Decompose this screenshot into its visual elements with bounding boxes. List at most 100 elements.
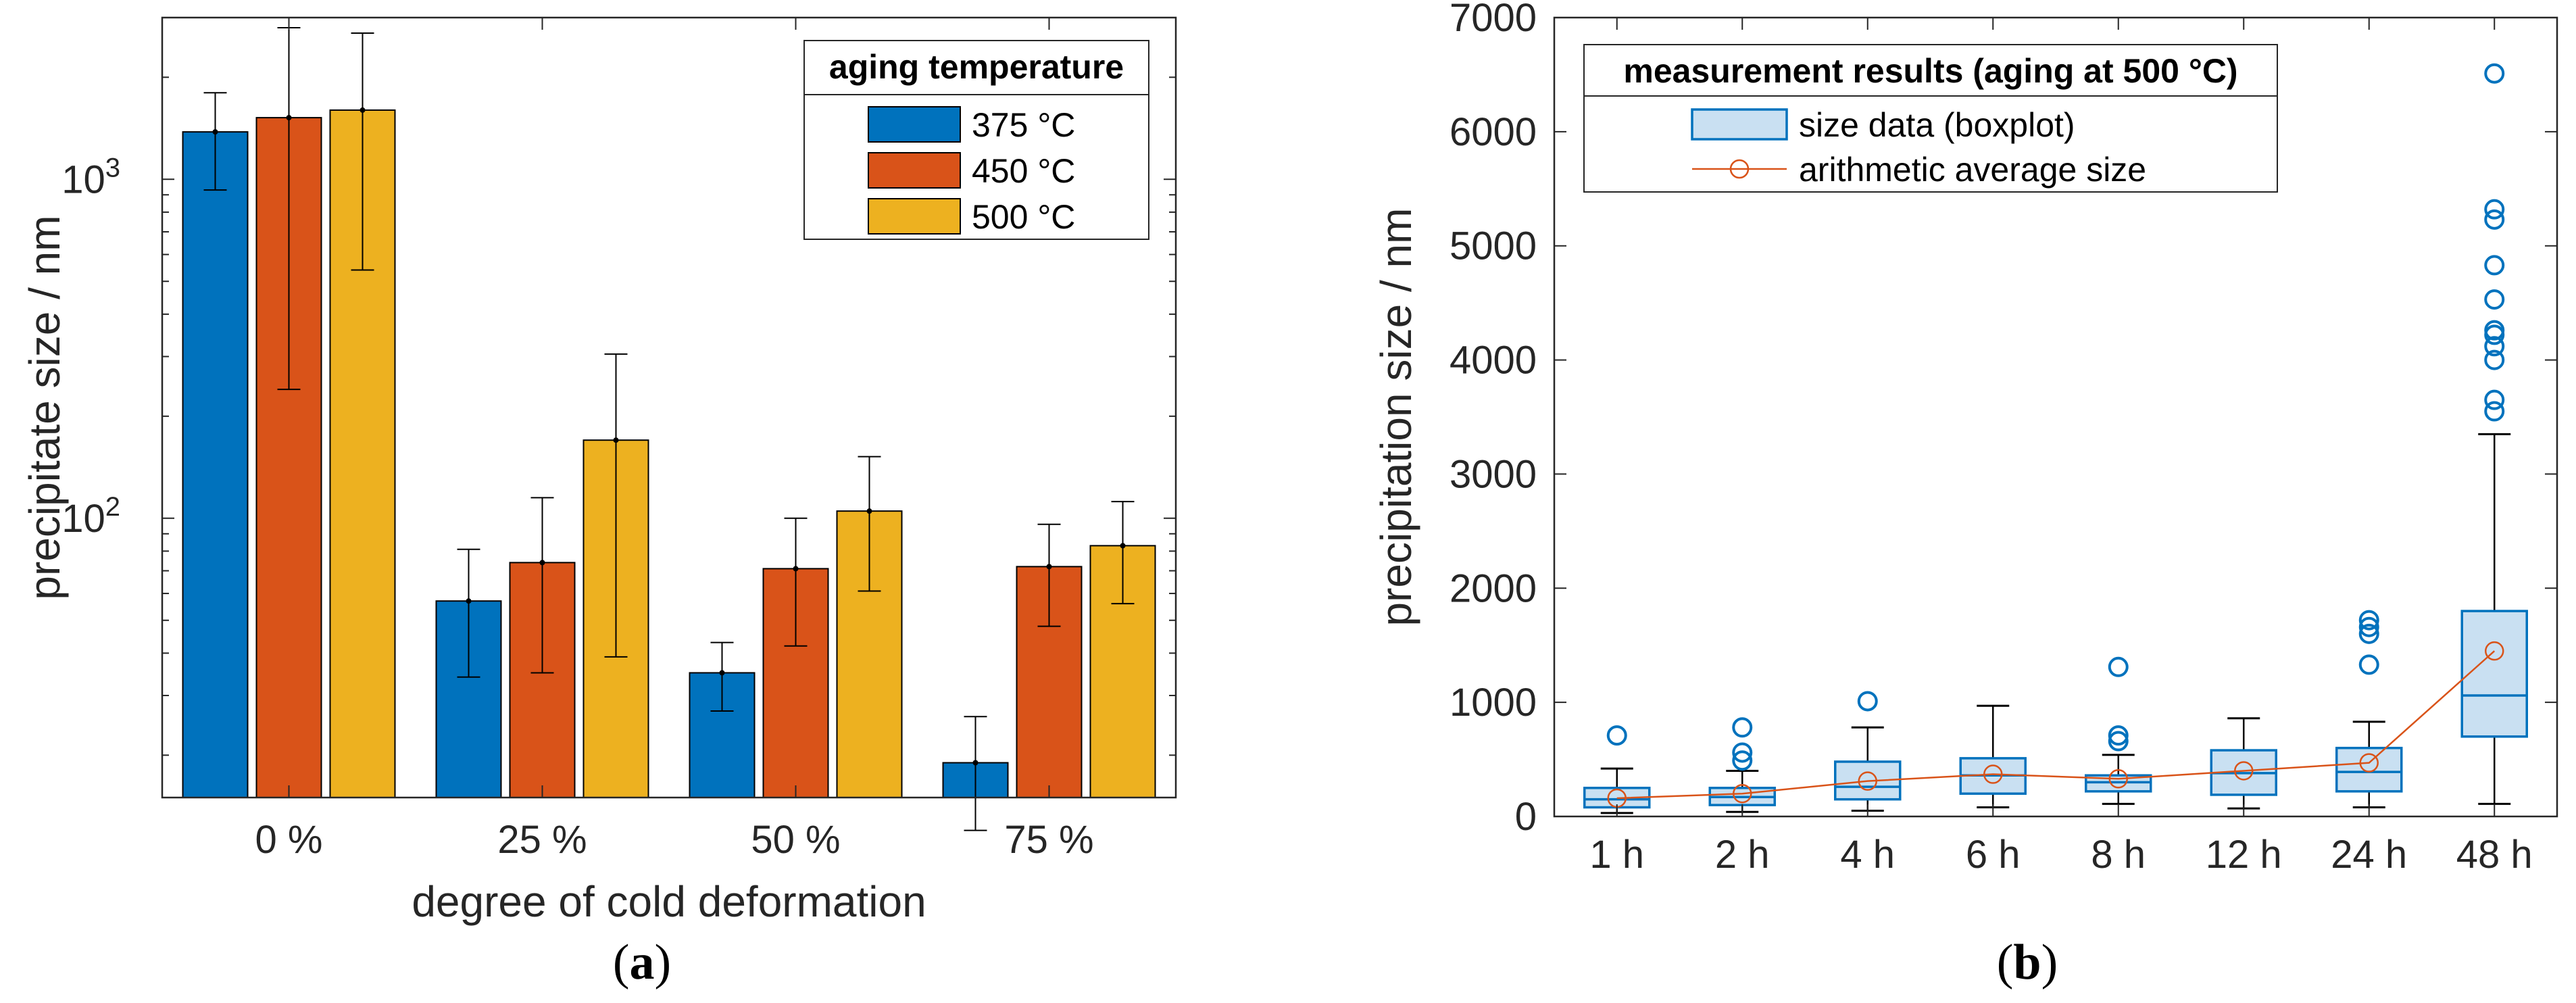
x-tick-label: 75 % <box>1004 818 1093 862</box>
mean-marker <box>2485 641 2504 661</box>
legend-entry: 500 °C <box>972 198 1075 236</box>
box-outlier <box>1857 691 1878 712</box>
legend-swatch <box>868 198 961 235</box>
x-tick-label: 12 h <box>2206 833 2282 877</box>
bar-mean-point <box>613 437 619 443</box>
legend-swatch <box>868 152 961 189</box>
box-outlier <box>2358 616 2379 637</box>
y-tick-label: 7000 <box>1450 0 1537 40</box>
y-tick-label: 2000 <box>1450 566 1537 610</box>
legend-entry: arithmetic average size <box>1799 151 2146 189</box>
y-tick-base: 10 <box>61 157 105 201</box>
box-outlier <box>1606 725 1627 746</box>
x-tick-label: 0 % <box>255 818 323 862</box>
bar-mean-point <box>1120 543 1126 549</box>
box-outlier <box>2358 654 2379 675</box>
box-outlier <box>1732 717 1753 738</box>
panel-label-b: (b) <box>1997 935 2058 990</box>
y-tick-label: 1000 <box>1450 681 1537 725</box>
box-outlier <box>2484 389 2505 410</box>
box-outlier <box>1732 750 1753 771</box>
box <box>2460 610 2528 738</box>
x-tick-label: 1 h <box>1589 833 1644 877</box>
legend-title: measurement results (aging at 500 °C) <box>1623 52 2237 90</box>
bar-mean-point <box>286 115 292 121</box>
legend-title: aging temperature <box>829 48 1124 86</box>
x-tick-label: 48 h <box>2456 833 2533 877</box>
box-outlier <box>2484 199 2505 220</box>
axes-box <box>161 16 1177 799</box>
x-tick-label: 8 h <box>2091 833 2146 877</box>
y-tick-exponent: 2 <box>105 492 120 522</box>
bar-mean-point <box>1046 564 1052 570</box>
bar-mean-point <box>972 760 979 766</box>
y-tick-label: 6000 <box>1450 110 1537 154</box>
box <box>2335 746 2403 793</box>
panel-label-paren-close: ) <box>655 935 672 990</box>
x-tick-label: 24 h <box>2331 833 2407 877</box>
box-outlier <box>2358 610 2379 631</box>
bar-mean-point <box>793 566 799 572</box>
panel-label-paren-open: ( <box>613 935 630 990</box>
legend-swatch-marker <box>1729 159 1750 179</box>
box-outlier <box>2358 623 2379 644</box>
axes-box <box>1553 16 2558 818</box>
legend-entry: 450 °C <box>972 152 1075 190</box>
mean-marker <box>1983 764 2003 784</box>
y-tick-label: 4000 <box>1450 339 1537 383</box>
chart-panel-b: 0 1000 2000 3000 4000 5000 6000 7000 1 h 2 h 4 h 6 … <box>1372 0 2558 990</box>
y-tick-label: 5000 <box>1450 224 1537 268</box>
legend-entry: size data (boxplot) <box>1799 106 2075 144</box>
box-outlier <box>2108 725 2129 746</box>
box-outlier <box>2108 731 2129 752</box>
panel-label-letter: a <box>630 935 655 990</box>
y-tick-label: 102 <box>61 492 120 541</box>
y-axis-label: precipitate size / nm <box>20 215 69 600</box>
box-outlier <box>1732 742 1753 763</box>
y-tick-label: 0 <box>1515 795 1537 839</box>
legend-swatch <box>868 106 961 143</box>
y-tick-exponent: 3 <box>105 153 120 182</box>
mean-marker <box>2359 753 2379 773</box>
mean-marker <box>1733 783 1752 804</box>
bar-mean-point <box>212 129 218 135</box>
x-tick-label: 25 % <box>497 818 587 862</box>
panel-label-paren-open: ( <box>1997 935 2014 990</box>
box-outlier <box>2484 255 2505 276</box>
box-outlier <box>2484 289 2505 310</box>
box-outlier <box>2484 349 2505 370</box>
box-outlier <box>2484 401 2505 422</box>
x-tick-label: 2 h <box>1715 833 1770 877</box>
mean-line <box>1616 650 2496 800</box>
legend-box <box>803 40 1149 240</box>
y-tick-label: 3000 <box>1450 452 1537 496</box>
y-axis-label: precipitation size / nm <box>1372 208 1420 627</box>
x-tick-label: 6 h <box>1966 833 2021 877</box>
box-outlier <box>2484 63 2505 84</box>
mean-marker <box>2108 769 2128 789</box>
panel-label-paren-close: ) <box>2041 935 2058 990</box>
bar-mean-point <box>866 508 872 514</box>
panel-label-a: (a) <box>613 935 671 990</box>
x-tick-label: 4 h <box>1840 833 1895 877</box>
y-tick-base: 10 <box>61 497 105 541</box>
panel-label-letter: b <box>2013 935 2041 990</box>
bar-mean-point <box>360 107 366 113</box>
mean-marker <box>1858 771 1877 791</box>
bar-mean-point <box>719 670 725 676</box>
bar-mean-point <box>466 598 472 604</box>
box-outlier <box>2108 656 2129 677</box>
bar-mean-point <box>539 560 545 566</box>
x-tick-label: 50 % <box>751 818 840 862</box>
legend-entry: 375 °C <box>972 106 1075 144</box>
mean-marker <box>2234 761 2254 781</box>
box-outlier <box>2484 320 2505 341</box>
bar <box>182 131 249 799</box>
legend-swatch-box <box>1691 108 1788 141</box>
box-outlier <box>2484 336 2505 357</box>
y-tick-label: 103 <box>61 153 120 201</box>
box-outlier <box>2484 209 2505 230</box>
x-axis-label: degree of cold deformation <box>412 877 926 926</box>
